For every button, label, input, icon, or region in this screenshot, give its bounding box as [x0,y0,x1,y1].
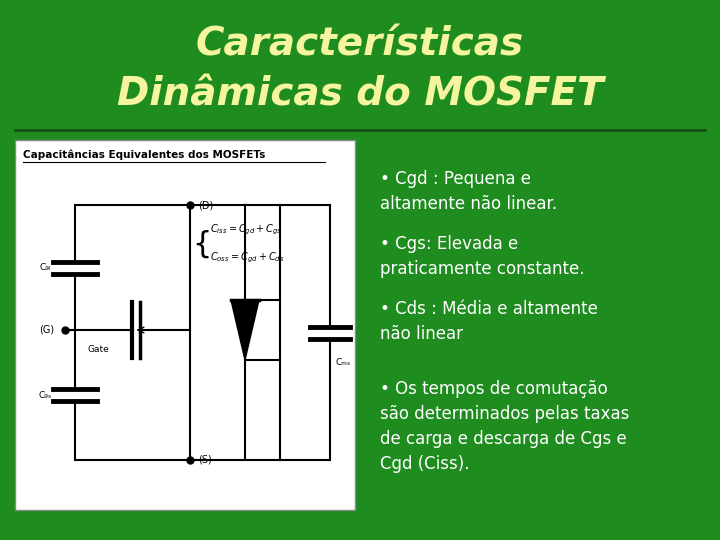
Text: {: { [192,230,212,259]
Text: Características: Características [196,26,524,64]
Text: • Cds : Média e altamente
não linear: • Cds : Média e altamente não linear [380,300,598,343]
Polygon shape [231,300,259,360]
Text: C₉ₛ: C₉ₛ [38,390,52,400]
Text: $C_{iss}=C_{gd}+C_{gs}$: $C_{iss}=C_{gd}+C_{gs}$ [210,223,282,237]
Text: C₉ₗ: C₉ₗ [40,263,50,272]
Text: • Cgs: Elevada e
praticamente constante.: • Cgs: Elevada e praticamente constante. [380,235,585,278]
Text: (G): (G) [40,325,55,335]
Text: Capacitâncias Equivalentes dos MOSFETs: Capacitâncias Equivalentes dos MOSFETs [23,150,266,160]
Text: • Cgd : Pequena e
altamente não linear.: • Cgd : Pequena e altamente não linear. [380,170,557,213]
Text: (D): (D) [198,200,213,210]
Text: (S): (S) [198,455,212,465]
FancyBboxPatch shape [15,140,355,510]
Text: $C_{oss}=C_{gd}+C_{ds}$: $C_{oss}=C_{gd}+C_{ds}$ [210,251,284,265]
Text: Gate: Gate [88,346,109,354]
Text: • Os tempos de comutação
são determinados pelas taxas
de carga e descarga de Cgs: • Os tempos de comutação são determinado… [380,380,629,473]
Text: Dinâmicas do MOSFET: Dinâmicas do MOSFET [117,76,603,114]
Text: Cₘₛ: Cₘₛ [335,358,350,367]
